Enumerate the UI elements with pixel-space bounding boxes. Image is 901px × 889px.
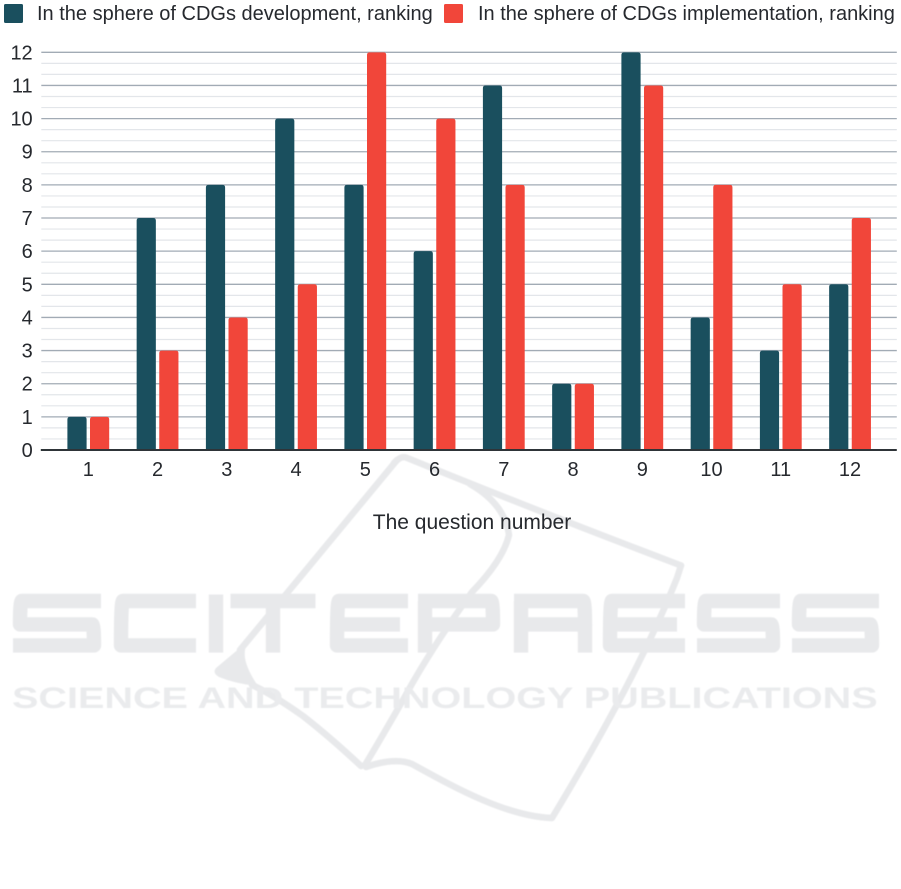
svg-text:12: 12 bbox=[10, 42, 32, 64]
svg-text:7: 7 bbox=[498, 459, 509, 481]
svg-text:4: 4 bbox=[22, 307, 33, 329]
svg-text:0: 0 bbox=[22, 440, 33, 462]
svg-text:11: 11 bbox=[770, 459, 791, 481]
svg-text:10: 10 bbox=[10, 109, 32, 131]
svg-text:In the sphere of CDGs implemen: In the sphere of CDGs implementation, ra… bbox=[478, 3, 895, 25]
svg-text:7: 7 bbox=[22, 208, 33, 230]
svg-text:3: 3 bbox=[221, 459, 232, 481]
svg-text:4: 4 bbox=[291, 459, 302, 481]
svg-text:10: 10 bbox=[700, 459, 722, 481]
svg-text:12: 12 bbox=[839, 459, 861, 481]
svg-text:6: 6 bbox=[22, 241, 33, 263]
svg-text:11: 11 bbox=[12, 76, 33, 98]
svg-text:2: 2 bbox=[22, 374, 33, 396]
svg-text:2: 2 bbox=[152, 459, 163, 481]
svg-text:1: 1 bbox=[22, 407, 33, 429]
svg-text:9: 9 bbox=[637, 459, 648, 481]
svg-text:9: 9 bbox=[22, 142, 33, 164]
svg-text:5: 5 bbox=[360, 459, 371, 481]
svg-text:8: 8 bbox=[567, 459, 578, 481]
svg-text:6: 6 bbox=[429, 459, 440, 481]
svg-text:In the sphere of CDGs developm: In the sphere of CDGs development, ranki… bbox=[37, 3, 433, 25]
svg-text:5: 5 bbox=[22, 274, 33, 296]
svg-text:1: 1 bbox=[83, 459, 94, 481]
svg-text:The question number: The question number bbox=[373, 511, 571, 534]
svg-text:SCIENCE AND TECHNOLOGY PUBLICA: SCIENCE AND TECHNOLOGY PUBLICATIONS bbox=[12, 682, 878, 715]
svg-text:3: 3 bbox=[22, 341, 33, 363]
svg-text:8: 8 bbox=[22, 175, 33, 197]
